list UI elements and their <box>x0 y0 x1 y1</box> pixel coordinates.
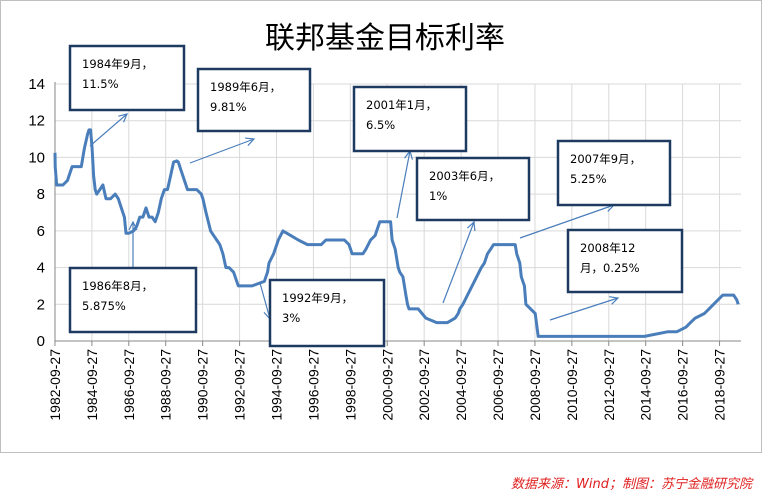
annotation-4: 2007年9月， 5.25% <box>519 139 672 239</box>
x-tick-label: 2012-09-27 <box>601 349 617 421</box>
x-tick-label: 1996-09-27 <box>305 349 321 421</box>
y-axis: 0 2 4 6 8 10 12 14 <box>28 76 56 350</box>
y-tick-label: 4 <box>37 260 45 277</box>
chart-title: 联邦基金目标利率 <box>265 21 505 56</box>
annotation-2: 2001年1月， 6.5% <box>352 85 468 219</box>
y-tick-label: 6 <box>37 223 45 240</box>
annotation-arrowhead <box>118 113 129 123</box>
x-tick-label: 1992-09-27 <box>232 349 248 421</box>
x-tick-label: 2008-09-27 <box>527 349 543 421</box>
annotation-arrow <box>259 282 271 320</box>
annotation-value: 9.81% <box>210 100 247 114</box>
annotation-arrowhead <box>609 296 620 305</box>
y-tick-label: 10 <box>28 149 45 166</box>
annotation-6: 1986年8月， 5.875% <box>68 220 198 334</box>
x-tick-label: 2004-09-27 <box>453 349 469 421</box>
annotation-value: 3% <box>282 311 300 325</box>
x-tick-label: 1998-09-27 <box>342 349 358 421</box>
annotation-value: 1% <box>429 189 447 203</box>
annotation-box <box>352 85 468 153</box>
annotation-arrowhead <box>245 137 256 146</box>
annotation-value: 6.5% <box>366 118 395 132</box>
x-tick-label: 1990-09-27 <box>195 349 211 421</box>
annotation-box <box>68 266 198 334</box>
y-tick-label: 12 <box>28 113 45 130</box>
annotation-1: 1989年6月， 9.81% <box>189 67 312 164</box>
x-tick-label: 1982-09-27 <box>47 349 63 421</box>
annotation-5: 2008年12 月，0.25% <box>549 228 684 321</box>
annotation-value: 5.25% <box>570 172 607 186</box>
x-tick-label: 2000-09-27 <box>379 349 395 421</box>
series-group <box>53 128 740 338</box>
annotation-arrow <box>396 150 411 219</box>
annotation-arrowhead <box>466 220 476 231</box>
annotation-box <box>196 67 312 133</box>
annotation-label: 1989年6月， <box>210 80 281 94</box>
annotation-arrowhead <box>128 220 138 231</box>
annotation-arrow <box>189 138 255 164</box>
annotation-box <box>68 44 186 112</box>
annotation-box <box>415 156 531 222</box>
annotation-7: 1992年9月， 3% <box>259 278 386 348</box>
annotation-label: 1986年8月， <box>82 279 153 293</box>
x-tick-label: 1994-09-27 <box>268 349 284 421</box>
source-note: 数据来源：Wind；制图：苏宁金融研究院 <box>511 476 754 492</box>
annotation-value: 月，0.25% <box>580 261 640 275</box>
annotation-box <box>556 139 672 207</box>
x-tick-label: 2014-09-27 <box>638 349 654 421</box>
annotation-value: 11.5% <box>82 77 119 91</box>
x-tick-label: 2002-09-27 <box>416 349 432 421</box>
annotation-box <box>268 278 386 348</box>
y-tick-label: 14 <box>28 76 45 93</box>
annotation-3: 2003年6月， 1% <box>415 156 531 304</box>
annotation-box <box>566 228 684 294</box>
x-tick-label: 2006-09-27 <box>490 349 506 421</box>
x-tick-label: 2010-09-27 <box>564 349 580 421</box>
x-axis: 1982-09-27 1984-09-27 1986-09-27 1988-09-27… <box>47 340 741 421</box>
annotation-label: 2008年12 <box>580 241 635 255</box>
y-tick-label: 2 <box>37 296 45 313</box>
annotation-label: 2007年9月， <box>570 152 641 166</box>
y-tick-label: 0 <box>37 333 45 350</box>
annotation-0: 1984年9月， 11.5% <box>68 44 186 147</box>
annotation-label: 1992年9月， <box>282 291 353 305</box>
x-tick-label: 2016-09-27 <box>675 349 691 421</box>
annotation-arrow <box>549 297 619 321</box>
x-tick-label: 2018-09-27 <box>712 349 728 421</box>
annotation-value: 5.875% <box>82 299 126 313</box>
x-tick-label: 1986-09-27 <box>121 349 137 421</box>
annotation-label: 2001年1月， <box>366 98 437 112</box>
annotations: 1984年9月，11.5% 1989年6月，9.81% 2001年1月，6.5%20… <box>68 44 684 348</box>
x-tick-label: 1988-09-27 <box>158 349 174 421</box>
series-line-0 <box>53 128 740 338</box>
annotation-label: 2003年6月， <box>429 169 500 183</box>
y-tick-label: 8 <box>37 186 45 203</box>
x-tick-label: 1984-09-27 <box>84 349 100 421</box>
annotation-arrow <box>519 204 615 239</box>
annotation-arrow <box>442 221 475 304</box>
annotation-arrow <box>89 113 128 147</box>
annotation-label: 1984年9月， <box>82 57 153 71</box>
